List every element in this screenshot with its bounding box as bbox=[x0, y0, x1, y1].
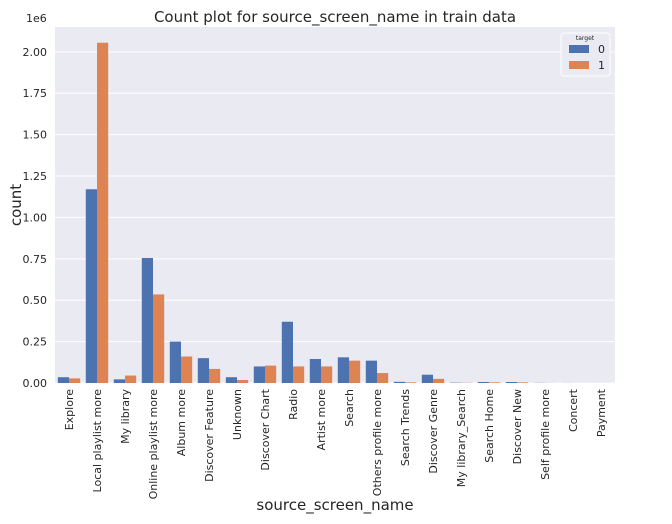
legend-title: target bbox=[576, 35, 595, 42]
x-tick-label: My library_Search bbox=[455, 389, 468, 487]
chart-title: Count plot for source_screen_name in tra… bbox=[154, 8, 516, 27]
bars bbox=[57, 42, 613, 384]
bar-target-1 bbox=[265, 365, 277, 383]
x-axis-title: source_screen_name bbox=[256, 496, 413, 515]
legend-entries: 01 bbox=[569, 43, 605, 72]
y-tick-label: 1.25 bbox=[23, 170, 48, 183]
x-tick-labels: Explore Local playlist more My library Onli… bbox=[63, 388, 608, 499]
bar-target-0 bbox=[197, 358, 209, 383]
x-tick-label: Discover New bbox=[511, 389, 524, 464]
y-tick-label: 1.50 bbox=[23, 129, 48, 142]
y-axis-title: count bbox=[7, 184, 25, 226]
bar-target-0 bbox=[309, 358, 321, 383]
x-tick-label: Explore bbox=[63, 389, 76, 431]
bar-target-1 bbox=[517, 382, 529, 383]
legend: target 01 bbox=[560, 32, 611, 77]
y-tick-label: 1.00 bbox=[23, 211, 48, 224]
x-tick-label: Self profile more bbox=[539, 389, 552, 480]
y-tick-label: 0.25 bbox=[23, 336, 48, 349]
bar-target-1 bbox=[349, 360, 361, 383]
bar-target-1 bbox=[293, 366, 305, 383]
bar-target-0 bbox=[141, 257, 153, 383]
x-tick-label: Discover Feature bbox=[203, 389, 216, 482]
y-tick-label: 0.75 bbox=[23, 253, 48, 266]
y-tick-label: 0.00 bbox=[23, 377, 48, 390]
x-tick-label: Artist more bbox=[315, 389, 328, 451]
legend-swatch-1 bbox=[569, 61, 589, 69]
bar-target-1 bbox=[237, 380, 249, 383]
bar-target-0 bbox=[337, 357, 349, 383]
bar-target-1 bbox=[405, 382, 417, 383]
bar-target-0 bbox=[57, 377, 69, 383]
bar-target-0 bbox=[477, 382, 489, 383]
bar-target-1 bbox=[377, 373, 389, 383]
y-tick-labels: 0.00 0.25 0.50 0.75 1.00 1.25 1.50 1.75 2.00 bbox=[23, 46, 48, 390]
y-tick-label: 1.75 bbox=[23, 87, 48, 100]
x-tick-label: Search bbox=[343, 389, 356, 427]
bar-target-0 bbox=[393, 381, 405, 383]
bar-target-1 bbox=[209, 368, 221, 383]
bar-target-1 bbox=[125, 375, 137, 383]
y-offset-label: 1e6 bbox=[26, 12, 47, 25]
bar-target-0 bbox=[281, 321, 293, 383]
x-tick-label: Payment bbox=[595, 388, 608, 437]
bar-target-0 bbox=[113, 379, 125, 383]
x-tick-label: Discover Chart bbox=[259, 388, 272, 470]
bar-target-1 bbox=[321, 366, 333, 383]
x-tick-label: Local playlist more bbox=[91, 389, 104, 493]
bar-target-0 bbox=[421, 374, 433, 383]
x-tick-label: Others profile more bbox=[371, 389, 384, 496]
bar-target-0 bbox=[253, 366, 265, 383]
bar-target-1 bbox=[153, 294, 165, 383]
bar-target-0 bbox=[169, 341, 181, 383]
bar-target-0 bbox=[365, 360, 377, 383]
bar-target-0 bbox=[505, 382, 517, 383]
x-tick-label: Radio bbox=[287, 389, 300, 420]
x-tick-label: Unknown bbox=[231, 389, 244, 440]
legend-label-1: 1 bbox=[598, 59, 605, 72]
bar-target-1 bbox=[69, 378, 81, 383]
x-tick-label: Concert bbox=[567, 388, 580, 432]
legend-swatch-0 bbox=[569, 45, 589, 53]
bar-target-1 bbox=[433, 378, 445, 383]
x-tick-label: My library bbox=[119, 389, 132, 444]
y-tick-label: 0.50 bbox=[23, 294, 48, 307]
x-tick-label: Online playlist more bbox=[147, 389, 160, 500]
y-tick-label: 2.00 bbox=[23, 46, 48, 59]
bar-target-1 bbox=[97, 42, 109, 384]
bar-target-1 bbox=[181, 356, 193, 383]
bar-target-0 bbox=[225, 377, 237, 383]
x-tick-label: Discover Genre bbox=[427, 389, 440, 474]
plot-area bbox=[55, 27, 615, 383]
legend-label-0: 0 bbox=[598, 43, 605, 56]
x-tick-label: Search Home bbox=[483, 389, 496, 463]
bar-target-0 bbox=[85, 189, 97, 383]
bar-target-1 bbox=[489, 382, 501, 383]
x-tick-label: Search Trends bbox=[399, 389, 412, 466]
x-tick-label: Album more bbox=[175, 389, 188, 456]
